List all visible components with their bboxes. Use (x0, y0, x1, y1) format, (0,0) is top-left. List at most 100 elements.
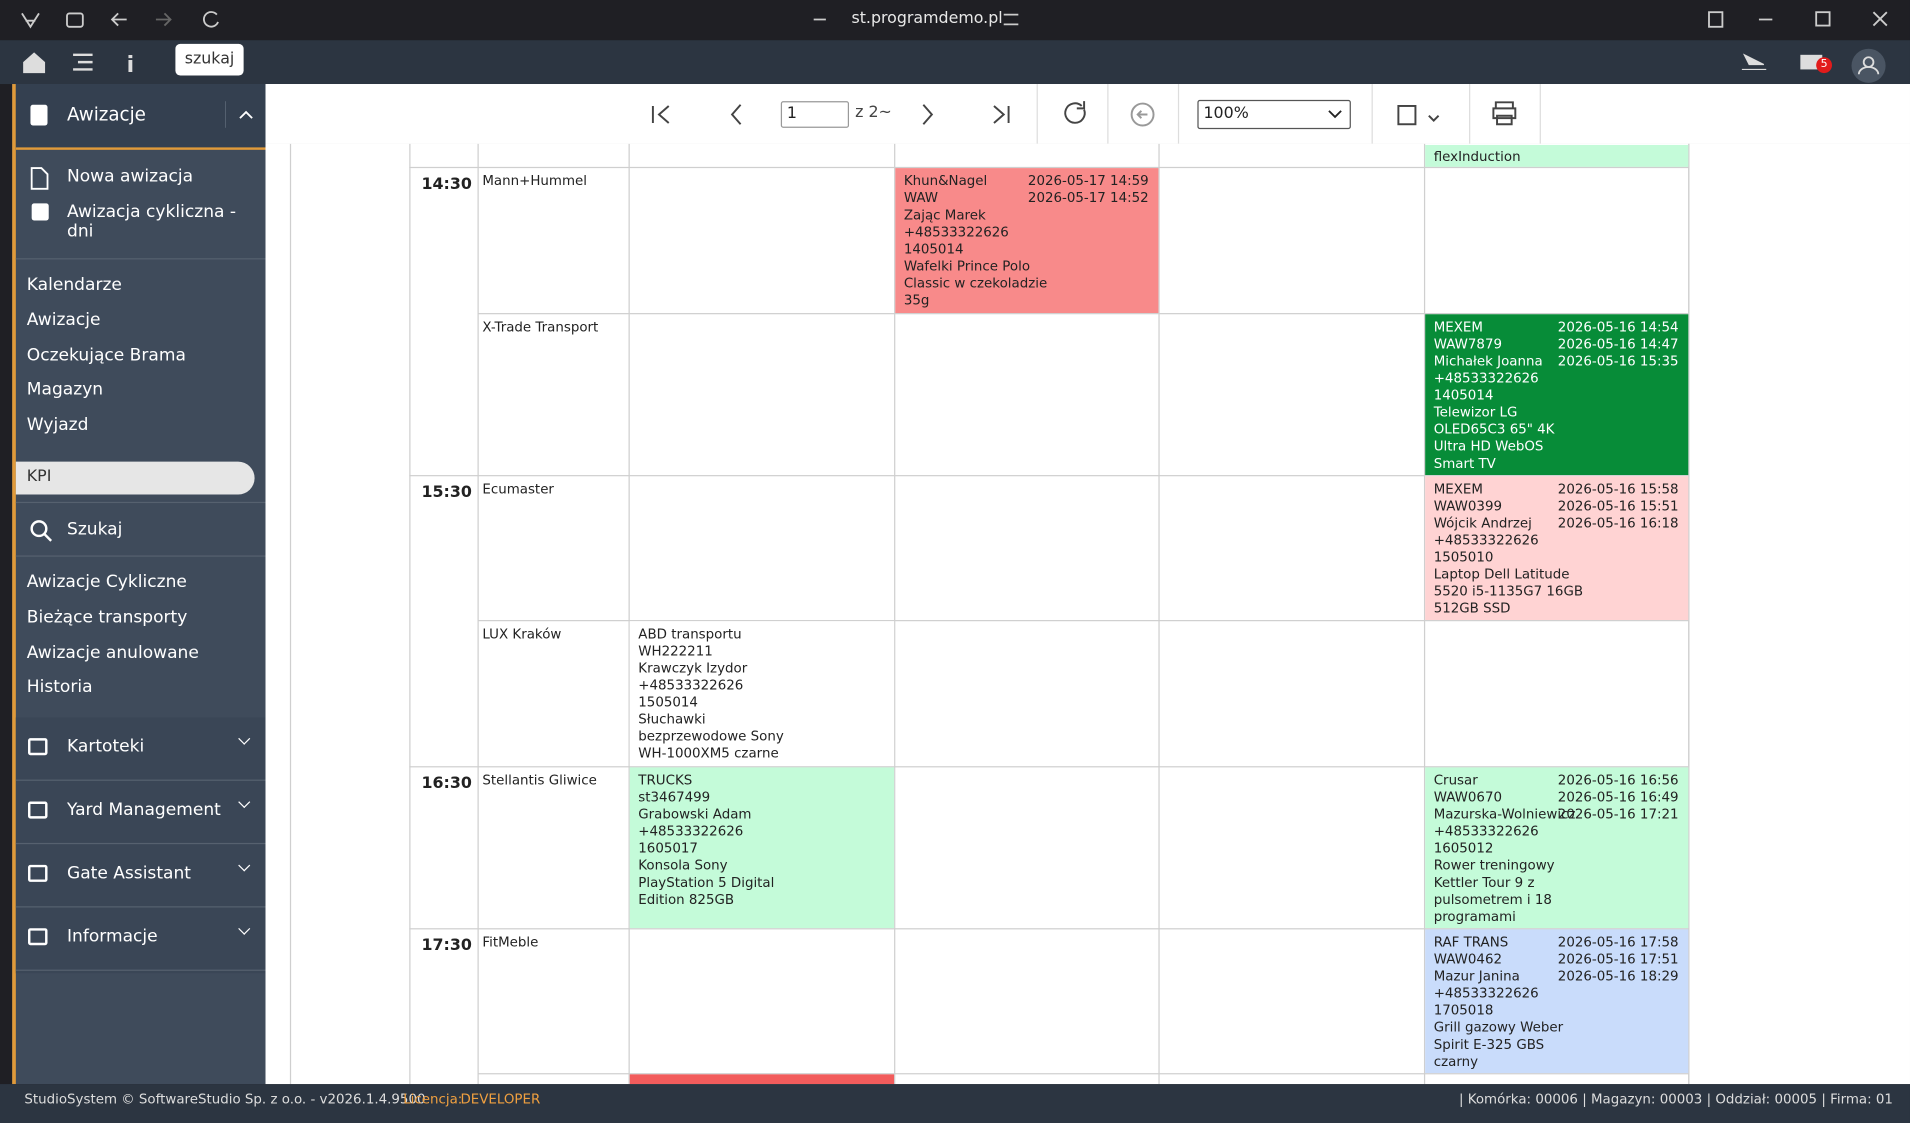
nav-link[interactable]: Kalendarze (26, 275, 122, 295)
zoom-select[interactable]: 100% (1197, 99, 1351, 130)
grid-line (409, 475, 1689, 477)
carrier: Ecumaster (482, 481, 554, 497)
grid-line (289, 143, 292, 1085)
action[interactable]: Nowa awizacja (66, 166, 194, 187)
nav-link[interactable]: Awizacje (26, 310, 101, 330)
page-input[interactable]: 1 (780, 101, 850, 128)
cell-line: 5520 i5-1135G7 16GB (1433, 583, 1584, 600)
cell-line: WAW0670 (1433, 789, 1503, 806)
cell-line: +48533322626 (638, 823, 744, 840)
grid-line (894, 143, 896, 1085)
appointment[interactable] (629, 1074, 895, 1085)
url[interactable]: st.programdemo.pl (851, 9, 1003, 29)
time-label: 16:30 (421, 774, 472, 793)
separator (1036, 84, 1038, 144)
cell-line: 1605012 (1433, 840, 1494, 857)
group-title[interactable]: Kartoteki (66, 736, 145, 757)
group-title[interactable]: Informacje (66, 926, 158, 947)
cell-line: Edition 825GB (638, 891, 735, 908)
grid-line (1158, 143, 1160, 1085)
cell-line: PlayStation 5 Digital (638, 874, 775, 891)
cell-line: WAW (903, 190, 939, 206)
grid-line (409, 928, 1689, 930)
cell-line: Crusar (1433, 772, 1478, 789)
nav-link[interactable]: Wyjazd (26, 415, 89, 436)
search-icon (30, 520, 53, 542)
group-title[interactable]: Gate Assistant (66, 863, 191, 884)
nav-group[interactable]: Kartoteki (15, 717, 266, 781)
cell-line: bezprzewodowe Sony (638, 728, 784, 745)
kpi[interactable]: KPI (26, 467, 52, 487)
time-label: 15:30 (421, 483, 472, 502)
section-header[interactable]: Awizacje (15, 84, 266, 150)
nav-link[interactable]: Magazyn (26, 380, 104, 401)
appointment[interactable]: Crusar WAW0670 Mazurska-Wolniewicz +4853332… (1425, 767, 1689, 929)
timestamp: 2026-05-16 15:51 (1557, 498, 1679, 515)
search-box[interactable]: szukaj (175, 43, 244, 76)
cell-line: 1405014 (903, 241, 964, 258)
carrier: LUX Kraków (482, 626, 562, 642)
timestamps: 2026-05-16 17:58 2026-05-16 17:51 2026-05-… (1558, 934, 1679, 985)
appointment[interactable]: flexInduction (1425, 144, 1689, 167)
cell-line: Wójcik Andrzej (1433, 515, 1532, 532)
appointment[interactable]: MEXEM WAW7879 Michałek Joanna +48533322626 1… (1425, 314, 1689, 476)
separator (1371, 84, 1373, 144)
nav-link[interactable]: Historia (26, 677, 93, 698)
timestamps: 2026-05-16 14:54 2026-05-16 14:47 2026-05-… (1558, 319, 1679, 370)
separator (1107, 84, 1109, 144)
grid-line (628, 143, 630, 1085)
cell-line: Krawczyk Izydor (638, 660, 748, 677)
top-bar: i szukaj 5 (0, 40, 1910, 85)
timestamp: 2026-05-16 17:21 (1557, 806, 1679, 823)
cell-line: 1605017 (638, 840, 698, 857)
appointment[interactable]: Khun&Nagel WAW Zając Marek +48533322626 1405… (895, 168, 1159, 314)
cell-line: flexInduction (1433, 148, 1521, 165)
appointment[interactable]: ABD transportu WH222211 Krawczyk Izydor +48… (629, 621, 895, 767)
appointment[interactable]: MEXEM WAW0399 Wójcik Andrzej +48533322626 15… (1425, 476, 1689, 621)
cell-line: czarny (1433, 1053, 1479, 1070)
nav-group[interactable]: Informacje (15, 907, 266, 971)
cell-line: Mazur Janina (1433, 968, 1520, 985)
select-arrow (1328, 110, 1342, 119)
cell-line: Laptop Dell Latitude (1433, 566, 1570, 583)
cell-line: WH222211 (638, 643, 713, 659)
cell-line: +48533322626 (903, 224, 1009, 240)
group-icon (28, 864, 48, 882)
group-icon (28, 801, 48, 819)
nav-group[interactable]: Gate Assistant (15, 844, 266, 908)
nav-link[interactable]: Bieżące transporty (26, 607, 188, 628)
nav-link[interactable]: Oczekujące Brama (26, 345, 186, 365)
nav-link[interactable]: Awizacje anulowane (26, 642, 199, 663)
svg-text:i: i (127, 53, 135, 78)
nav-group[interactable]: Yard Management (15, 781, 266, 845)
search-link[interactable]: Szukaj (66, 520, 123, 540)
timestamp: 2026-05-16 17:51 (1557, 951, 1679, 968)
timestamp: 2026-05-16 18:29 (1557, 968, 1679, 985)
cell-line: OLED65C3 65" 4K (1433, 421, 1555, 438)
timestamp: 2026-05-16 17:58 (1557, 934, 1679, 951)
cell-line: Michałek Joanna (1433, 353, 1543, 370)
cell-line: st3467499 (638, 789, 711, 806)
cell-line: Ultra HD WebOS (1433, 438, 1544, 455)
cell-line: +48533322626 (1433, 985, 1539, 1002)
kpi-highlight[interactable] (15, 461, 255, 495)
appointment[interactable]: TRUCKS st3467499 Grabowski Adam +4853332262… (629, 767, 895, 929)
group-icon (28, 738, 48, 756)
group-title[interactable]: Yard Management (66, 800, 221, 820)
toolbar-icons (651, 101, 1517, 127)
copyright: StudioSystem © SoftwareStudio Sp. z o.o.… (24, 1091, 426, 1108)
chevron (238, 796, 251, 809)
nav-link[interactable]: Awizacje Cykliczne (26, 572, 187, 592)
cell-line: WAW0399 (1433, 498, 1503, 515)
license: DEVELOPER (460, 1091, 541, 1108)
timestamps: 2026-05-17 14:59 2026-05-17 14:52 (1028, 173, 1149, 207)
cell-line: +48533322626 (638, 677, 744, 694)
cell-line: Grill gazowy Weber (1433, 1019, 1564, 1036)
appointment[interactable]: RAF TRANS WAW0462 Mazur Janina +48533322626… (1425, 929, 1689, 1074)
action[interactable]: Awizacja cykliczna - dni (66, 202, 237, 242)
cell-line: WAW7879 (1433, 336, 1503, 353)
group-icon (28, 928, 48, 946)
carrier: Stellantis Gliwice (482, 772, 597, 789)
timestamp: 2026-05-16 16:56 (1557, 772, 1679, 789)
